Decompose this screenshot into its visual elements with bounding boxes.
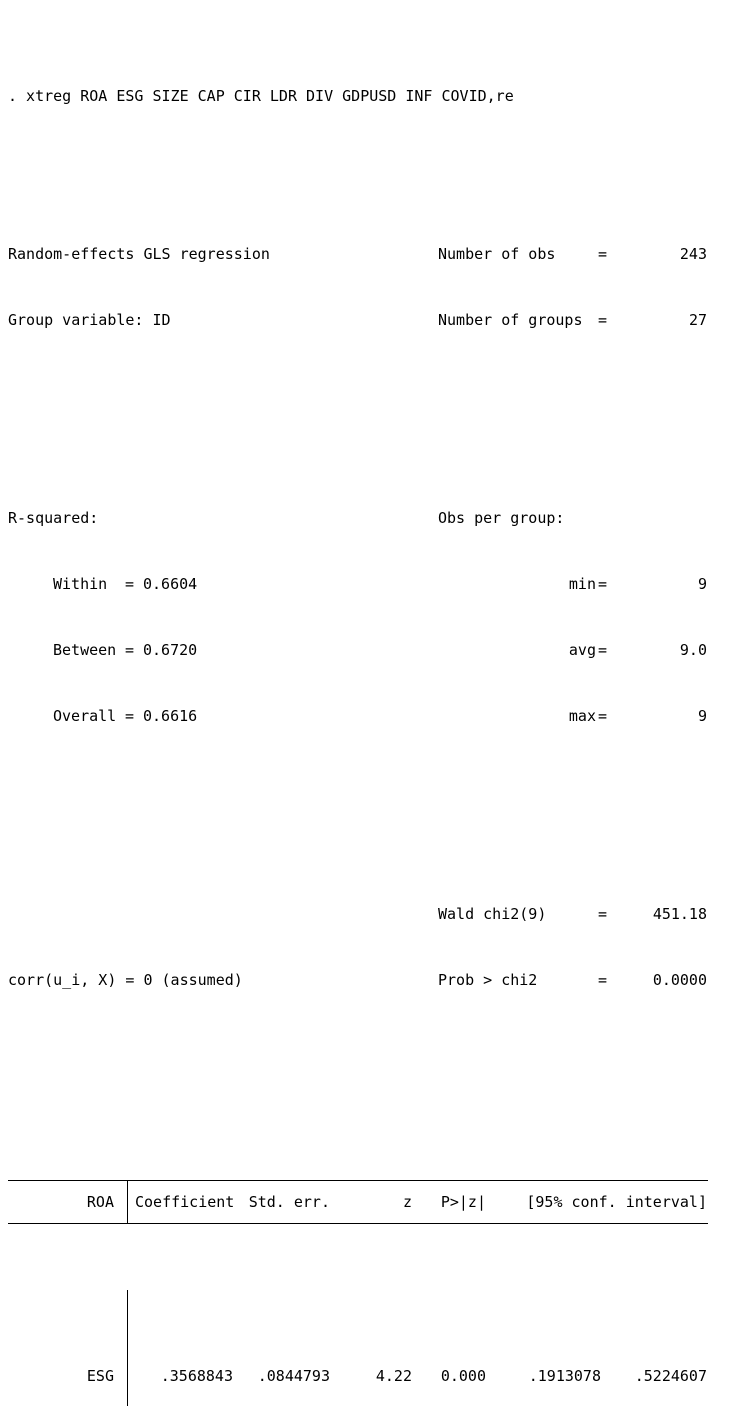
number-of-obs-row: Number of obs = 243 [438,243,707,265]
stat-label: Prob > chi2 [438,971,538,989]
obs-per-group-avg-row: avg = 9.0 [438,639,707,661]
stat-value: 27 [688,311,707,329]
col-header-coefficient: Coefficient [135,1193,235,1211]
equals-sign: = [125,641,135,659]
equals-sign: = [597,311,608,329]
equals-sign: = [597,905,608,923]
command-line: . xtreg ROA ESG SIZE CAP CIR LDR DIV GDP… [8,87,514,105]
coefficient-table-header: ROA Coefficient Std. err. z P>|z| [95% c… [8,1180,708,1224]
stat-label: min [568,575,596,593]
col-header-conf-interval: [95% conf. interval] [526,1193,707,1211]
group-variable-line: Group variable: ID [8,311,171,329]
ci-lower-value: .1913078 [528,1367,601,1385]
rsquared-within-row: Within = 0.6604 [8,573,438,595]
stat-value: 0.0000 [652,971,707,989]
obs-per-group-max-row: max = 9 [438,705,707,727]
obs-per-group-title: Obs per group: [438,509,565,527]
rsquared-value: 0.6720 [143,641,198,659]
equals-sign: = [597,245,608,263]
col-header-p: P>|z| [440,1193,486,1211]
coefficient-table-body: ESG .3568843 .0844793 4.22 0.000 .191307… [8,1290,708,1406]
equals-sign: = [597,971,608,989]
stat-label: Number of groups [438,311,583,329]
rsquared-label: Overall [53,707,117,725]
corr-assumption-line: corr(u_i, X) = 0 (assumed) [8,971,243,989]
rsquared-value: 0.6604 [143,575,198,593]
equals-sign: = [597,707,608,725]
rsquared-block: R-squared: Obs per group: Within = 0.660… [8,463,744,771]
equals-sign: = [597,575,608,593]
stat-label: Wald chi2(9) [438,905,547,923]
test-stats-block: Wald chi2(9) = 451.18 corr(u_i, X) = 0 (… [8,859,744,1035]
stat-value: 9 [697,575,707,593]
wald-chi2-row: Wald chi2(9) = 451.18 [438,903,707,925]
stat-label: avg [568,641,596,659]
rsquared-value: 0.6616 [143,707,198,725]
stat-value: 243 [679,245,707,263]
depvar-header: ROA [86,1193,114,1211]
z-value: 4.22 [375,1367,412,1385]
equals-sign: = [125,575,135,593]
rsquared-label: Between [53,641,117,659]
ci-upper-value: .5224607 [634,1367,707,1385]
equals-sign: = [597,641,608,659]
prob-chi2-row: Prob > chi2 = 0.0000 [438,969,707,991]
stat-value: 9 [697,707,707,725]
rsquared-overall-row: Overall = 0.6616 [8,705,438,727]
stata-results-window: . xtreg ROA ESG SIZE CAP CIR LDR DIV GDP… [8,87,744,1406]
obs-per-group-title-row: Obs per group: [438,507,707,529]
stat-value: 9.0 [679,641,707,659]
col-header-z: z [402,1193,412,1211]
rsquared-between-row: Between = 0.6720 [8,639,438,661]
number-of-groups-row: Number of groups = 27 [438,309,707,331]
coefficient-value: .3568843 [160,1367,233,1385]
variable-name: ESG [86,1367,114,1385]
coefficient-table: ROA Coefficient Std. err. z P>|z| [95% c… [8,1136,708,1406]
stat-label: Number of obs [438,245,556,263]
stat-label: max [568,707,596,725]
spacer [8,903,438,925]
model-title: Random-effects GLS regression [8,245,270,263]
rsquared-title: R-squared: [8,509,99,527]
model-summary-block: Random-effects GLS regression Number of … [8,199,744,375]
rsquared-label: Within [53,575,108,593]
obs-per-group-min-row: min = 9 [438,573,707,595]
table-row: ESG .3568843 .0844793 4.22 0.000 .191307… [8,1365,707,1387]
equals-sign: = [125,707,135,725]
col-header-std-err: Std. err. [248,1193,330,1211]
stat-value: 451.18 [652,905,707,923]
std-err-value: .0844793 [257,1367,330,1385]
p-value: 0.000 [440,1367,486,1385]
